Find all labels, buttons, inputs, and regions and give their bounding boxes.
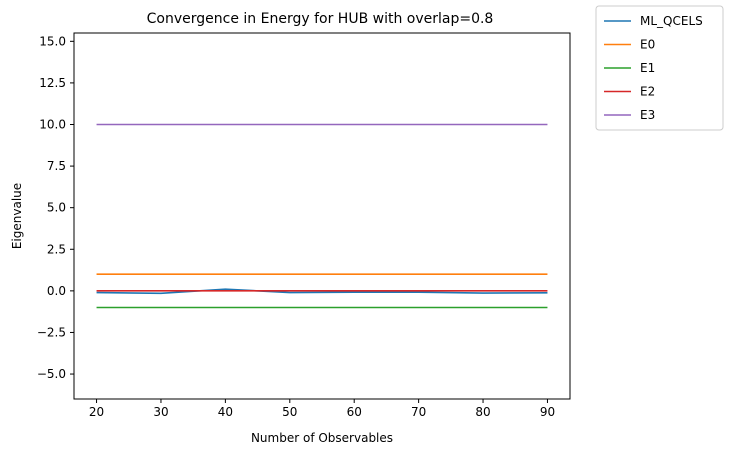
x-tick-label: 50 — [282, 405, 297, 419]
x-tick-label: 40 — [218, 405, 233, 419]
y-tick-label: 7.5 — [47, 159, 66, 173]
y-tick-label: 5.0 — [47, 201, 66, 215]
legend-label: E3 — [640, 108, 655, 122]
x-tick-label: 90 — [540, 405, 555, 419]
series-line-ml-qcels — [96, 288, 548, 295]
legend-label: E2 — [640, 85, 655, 99]
plot-area — [74, 33, 570, 399]
y-tick-label: −2.5 — [37, 325, 66, 339]
x-tick-label: 70 — [411, 405, 426, 419]
chart-title: Convergence in Energy for HUB with overl… — [147, 11, 494, 27]
x-tick-label: 20 — [89, 405, 104, 419]
y-tick-label: 10.0 — [39, 118, 66, 132]
x-tick-label: 60 — [347, 405, 362, 419]
y-axis-label: Eigenvalue — [10, 183, 24, 249]
y-axis: −5.0 −2.5 0.0 2.5 5.0 7.5 10.0 12.5 15.0 — [37, 34, 74, 381]
y-tick-label: −5.0 — [37, 367, 66, 381]
legend-frame — [595, 5, 724, 131]
y-tick-label: 2.5 — [47, 242, 66, 256]
y-tick-label: 12.5 — [39, 76, 66, 90]
plot-frame — [73, 32, 571, 400]
y-tick-label: 0.0 — [47, 284, 66, 298]
x-axis: 20 30 40 50 60 70 80 90 — [89, 399, 555, 419]
legend: ML_QCELS E0 E1 E2 E3 — [595, 5, 724, 131]
series-layer — [96, 123, 548, 309]
x-axis-label: Number of Observables — [251, 431, 393, 445]
x-tick-label: 30 — [153, 405, 168, 419]
legend-label: E0 — [640, 38, 655, 52]
x-tick-label: 80 — [475, 405, 490, 419]
legend-label: ML_QCELS — [640, 14, 703, 28]
y-tick-label: 15.0 — [39, 34, 66, 48]
legend-label: E1 — [640, 61, 655, 75]
